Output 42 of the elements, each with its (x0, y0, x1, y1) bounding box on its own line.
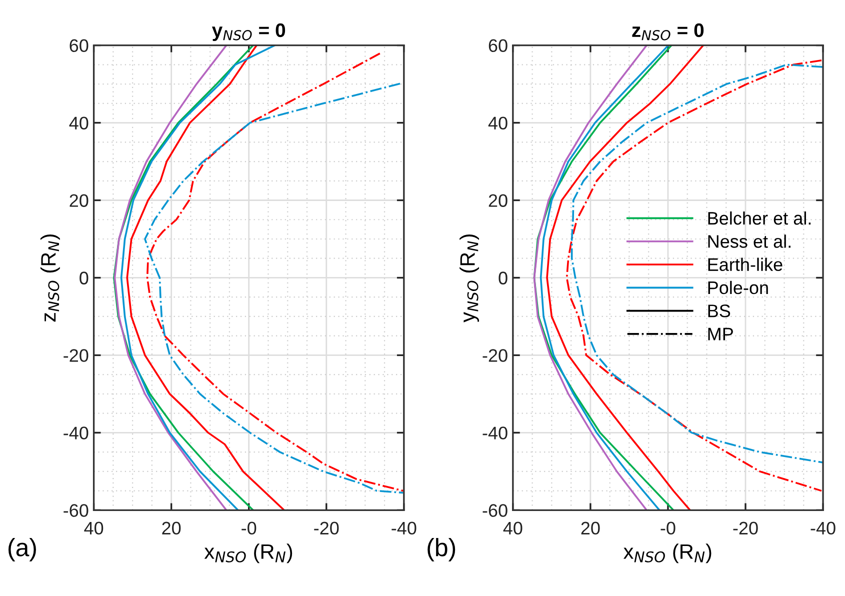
y-tick-label: -40 (482, 426, 508, 440)
x-tick-label: 20 (581, 522, 600, 535)
text: (a) (8, 538, 36, 562)
line-series (546, 45, 704, 510)
x-tick-label: 20 (162, 522, 181, 535)
y-tick-label: -20 (482, 349, 508, 362)
y-axis-title: y$_{NSO}$ (R$_{N}$) (460, 234, 480, 322)
legend-label: Belcher et al. (708, 211, 811, 225)
x-tick-label: -20 (733, 522, 758, 535)
line-series (113, 45, 254, 510)
y-tick-label: 60 (488, 39, 508, 52)
x-axis-title: x$_{NSO}$ (R$_{N}$) (624, 544, 712, 564)
legend-label: BS (708, 304, 730, 318)
x-tick-label: -0 (660, 522, 676, 535)
y-tick-label: 20 (70, 194, 88, 207)
legend-label: MP (708, 328, 733, 340)
y-tick-label: 60 (70, 39, 88, 52)
y-axis-title: z$_{NSO}$ (R$_{N}$) (40, 234, 60, 322)
x-axis-title: x$_{NSO}$ (R$_{N}$) (204, 544, 292, 564)
legend-label: Earth-like (708, 258, 782, 272)
x-tick-label: 40 (84, 522, 104, 535)
chart-title: y$_{NSO}$ = 0 (212, 23, 286, 41)
line-series (114, 45, 228, 510)
x-tick-label: -40 (392, 522, 416, 535)
x-tick-label: -40 (810, 522, 836, 535)
y-tick-label: 0 (498, 272, 508, 284)
chart-title: z$_{NSO}$ = 0 (632, 23, 704, 40)
x-tick-label: -0 (242, 522, 256, 535)
y-tick-label: 0 (80, 272, 88, 284)
text: (b) (428, 538, 456, 562)
x-tick-label: 40 (503, 522, 522, 535)
y-tick-label: -20 (64, 349, 88, 362)
y-tick-label: 40 (488, 116, 508, 130)
y-tick-label: -40 (64, 426, 88, 440)
legend-label: Pole-on (708, 280, 768, 294)
x-tick-label: -20 (314, 522, 339, 535)
y-tick-label: -60 (64, 504, 88, 517)
y-tick-label: 20 (488, 194, 508, 207)
y-tick-label: -60 (482, 504, 508, 517)
line-series (533, 45, 648, 510)
legend-label: Ness et al. (708, 234, 790, 248)
y-tick-label: 40 (69, 116, 88, 130)
